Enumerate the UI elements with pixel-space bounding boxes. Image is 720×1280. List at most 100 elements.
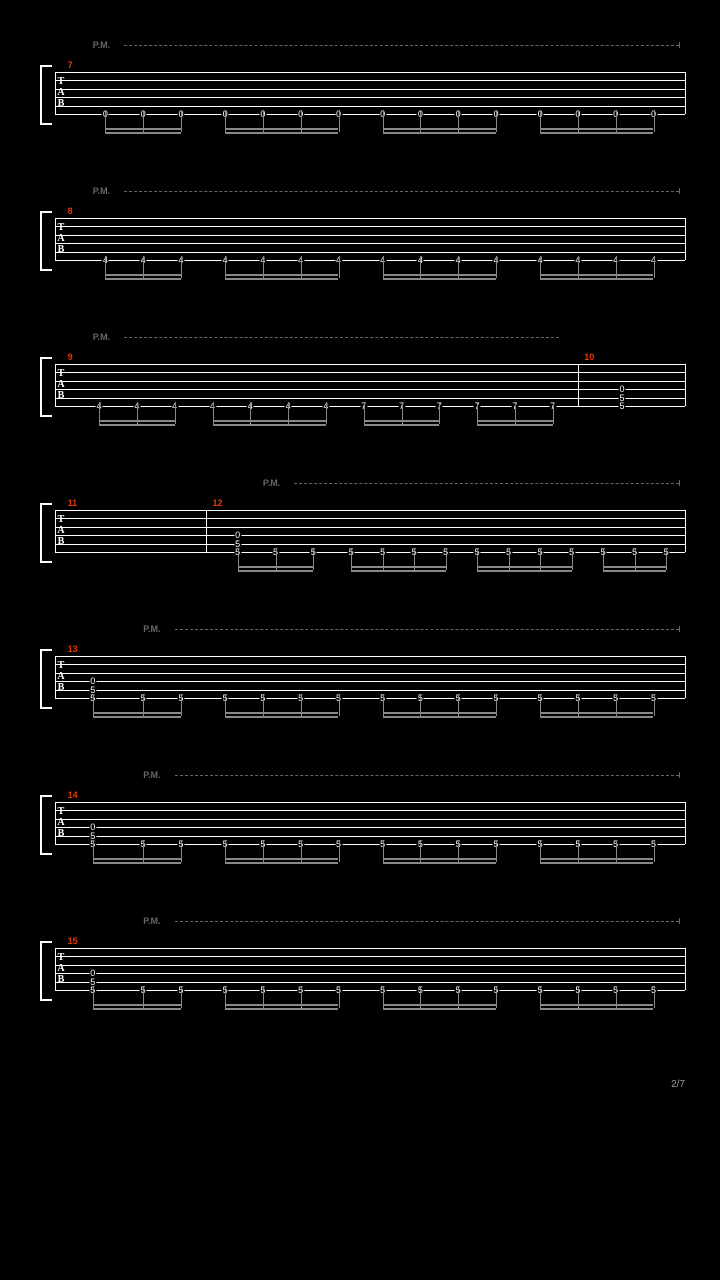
string-line (55, 535, 685, 536)
string-line (55, 802, 685, 803)
tab-clef-letter: B (54, 828, 68, 839)
beam-secondary (540, 716, 653, 718)
pm-label: P.M. (263, 478, 280, 488)
string-line (55, 819, 685, 820)
beam-secondary (93, 716, 181, 718)
pm-dashes (175, 921, 679, 923)
barline (206, 510, 207, 552)
beam-primary (383, 128, 496, 130)
pm-end-cap (679, 626, 680, 632)
string-line (55, 518, 685, 519)
pm-end-cap (679, 772, 680, 778)
beam-primary (105, 128, 181, 130)
note-stem (654, 256, 655, 278)
pm-label: P.M. (93, 332, 110, 342)
string-line (55, 664, 685, 665)
beam-secondary (225, 278, 338, 280)
staff-bracket (40, 65, 52, 125)
string-line (55, 398, 685, 399)
note-stem (496, 694, 497, 716)
bar-number-row: 1112 (55, 498, 685, 510)
tab-page: P.M.7TAB000000000000000P.M.8TAB444444444… (0, 0, 720, 1102)
pm-dashes (175, 629, 679, 631)
note-stem (175, 402, 176, 424)
beam-primary (540, 128, 653, 130)
staff-lines: TAB4444444777777055 (55, 364, 685, 406)
note-stem (181, 840, 182, 862)
bar-number-row: 7 (55, 60, 685, 72)
barline (685, 656, 686, 698)
pm-label: P.M. (143, 916, 160, 926)
bar-number: 15 (68, 936, 78, 946)
staff-block: P.M.8TAB444444444444444 (55, 186, 685, 282)
beam-primary (238, 566, 314, 568)
beam-primary (93, 712, 181, 714)
tab-clef-letter: B (54, 390, 68, 401)
barline (685, 364, 686, 406)
bar-number: 11 (68, 498, 78, 508)
string-line (55, 827, 685, 828)
string-line (55, 97, 685, 98)
note-stem (654, 110, 655, 132)
string-line (55, 106, 685, 107)
note-stem (654, 694, 655, 716)
staff-block: P.M.14TAB05555555555555555 (55, 770, 685, 866)
beam-secondary (105, 132, 181, 134)
note-stem (181, 986, 182, 1008)
staff-bracket (40, 211, 52, 271)
pm-end-cap (679, 480, 680, 486)
beam-row (55, 552, 685, 574)
bar-number: 13 (68, 644, 78, 654)
staff-bracket (40, 503, 52, 563)
beam-secondary (383, 862, 496, 864)
string-line (55, 226, 685, 227)
tab-clef-letter: B (54, 682, 68, 693)
beam-secondary (540, 278, 653, 280)
pm-row: P.M. (55, 916, 685, 930)
beam-row (55, 698, 685, 720)
beam-row (55, 844, 685, 866)
note-stem (654, 840, 655, 862)
barline (55, 656, 56, 698)
beam-secondary (540, 1008, 653, 1010)
staff-block: P.M.13TAB05555555555555555 (55, 624, 685, 720)
string-line (55, 381, 685, 382)
staff-lines: TAB000000000000000 (55, 72, 685, 114)
pm-dashes (124, 191, 678, 193)
beam-primary (93, 858, 181, 860)
tab-clef-letter: T (54, 952, 68, 963)
pm-end-cap (679, 188, 680, 194)
staff-block: P.M.1112TAB0555555555555555 (55, 478, 685, 574)
note-stem (181, 256, 182, 278)
pm-dashes (124, 337, 559, 339)
bar-number-row: 910 (55, 352, 685, 364)
staff-bracket (40, 357, 52, 417)
beam-row (55, 990, 685, 1012)
string-line (55, 681, 685, 682)
beam-primary (225, 128, 338, 130)
beam-primary (225, 858, 338, 860)
staff-block: P.M.7TAB000000000000000 (55, 40, 685, 136)
string-line (55, 973, 685, 974)
barline (685, 802, 686, 844)
beam-primary (540, 712, 653, 714)
page-number: 2/7 (671, 1079, 685, 1090)
beam-secondary (225, 132, 338, 134)
note-stem (496, 110, 497, 132)
beam-row (55, 114, 685, 136)
beam-primary (383, 274, 496, 276)
string-line (55, 72, 685, 73)
beam-primary (540, 858, 653, 860)
note-stem (446, 548, 447, 570)
beam-secondary (93, 862, 181, 864)
staff-lines: TAB444444444444444 (55, 218, 685, 260)
pm-row: P.M. (55, 624, 685, 638)
tab-clef-letter: B (54, 98, 68, 109)
barline (55, 510, 56, 552)
beam-primary (383, 858, 496, 860)
pm-row: P.M. (55, 332, 685, 346)
note-stem (496, 986, 497, 1008)
beam-secondary (225, 1008, 338, 1010)
string-line (55, 389, 685, 390)
barline (685, 72, 686, 114)
